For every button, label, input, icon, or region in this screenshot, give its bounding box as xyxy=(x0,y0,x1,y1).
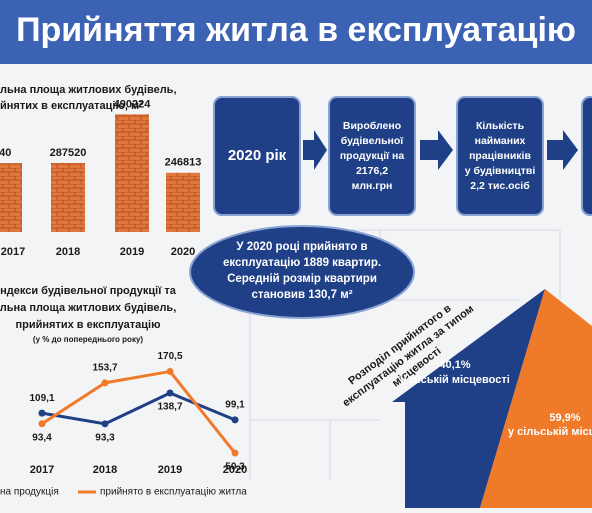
bar xyxy=(166,172,200,232)
flow-box xyxy=(581,96,592,216)
value-label: 59,9% xyxy=(549,412,580,424)
value-label: 170,5 xyxy=(157,351,182,362)
title-band xyxy=(0,0,592,64)
flow-text: 2,2 тис.осіб xyxy=(470,180,530,192)
x-tick-label: 2017 xyxy=(1,246,25,258)
chart-subtitle: (у % до попереднього року) xyxy=(33,335,143,344)
value-label: 109,1 xyxy=(29,393,54,404)
x-tick-label: 2019 xyxy=(158,464,182,476)
flow-text: будівельної xyxy=(341,135,405,147)
category-label: у сільській місце xyxy=(508,426,592,438)
page-title: Прийняття житла в експлуатацію xyxy=(16,11,576,49)
summary-text: У 2020 році прийнято в xyxy=(236,241,367,253)
flow-text: 2020 рік xyxy=(228,147,287,164)
point xyxy=(166,367,174,375)
flow-text: Вироблено xyxy=(343,120,401,132)
bar xyxy=(51,162,85,232)
value-label: 99,1 xyxy=(225,400,245,411)
point xyxy=(38,420,46,428)
bar xyxy=(0,163,22,232)
value-label: 153,7 xyxy=(92,362,117,373)
legend-label: прийнято в експлуатацію житла xyxy=(100,487,247,498)
x-tick-label: 2020 xyxy=(223,464,247,476)
x-tick-label: 2018 xyxy=(56,246,80,258)
legend-label: на продукція xyxy=(0,487,59,498)
x-tick-label: 2020 xyxy=(171,246,195,258)
value-label: 287520 xyxy=(50,147,87,159)
arrow xyxy=(303,130,327,170)
point xyxy=(231,416,239,424)
value-label: 287040 xyxy=(0,147,11,159)
flow-text: працівників xyxy=(469,150,531,162)
flow-text: у будівництві xyxy=(465,165,536,177)
flow-text: найманих xyxy=(475,135,526,147)
x-tick-label: 2017 xyxy=(30,464,54,476)
flow-box xyxy=(328,96,416,216)
chart-title: льна площа житлових будівель, xyxy=(0,302,176,314)
bar xyxy=(115,114,149,232)
flow-text: 2176,2 xyxy=(356,165,388,177)
point xyxy=(101,420,109,428)
flow xyxy=(213,96,592,216)
summary-text: Середній розмір квартири xyxy=(227,273,377,285)
flow-text: продукції на xyxy=(340,150,405,162)
chart-title: прийнятих в експлуатацію xyxy=(16,319,161,331)
flow-box xyxy=(213,96,301,216)
value-label: 40,1% xyxy=(439,359,470,371)
arrow xyxy=(547,130,578,170)
flow-text: Кількість xyxy=(476,120,525,132)
series-line xyxy=(41,391,236,426)
chart-title: йнятих в експлуатацію, м² xyxy=(0,100,143,112)
point xyxy=(231,449,239,457)
point xyxy=(38,409,46,417)
summary-text: становив 130,7 м² xyxy=(251,289,352,301)
chart-title: ндекси будівельної продукції та xyxy=(0,285,177,297)
chart-title: льна площа житлових будівель, xyxy=(0,84,177,96)
summary-ellipse xyxy=(189,225,415,319)
value-label: 93,3 xyxy=(95,432,115,443)
pie-slice xyxy=(479,289,592,508)
pie-slice xyxy=(392,289,545,508)
value-label: 246813 xyxy=(165,157,202,169)
flow-text: млн.грн xyxy=(352,180,393,192)
point xyxy=(166,389,174,397)
category-label: у міській місцевості xyxy=(400,374,510,386)
x-tick-label: 2019 xyxy=(120,246,144,258)
value-label: 93,4 xyxy=(32,432,52,443)
point xyxy=(101,379,109,387)
value-label: 490224 xyxy=(114,98,152,110)
arrow xyxy=(420,130,453,170)
value-label: 50,3 xyxy=(225,462,245,473)
x-tick-label: 2018 xyxy=(93,464,117,476)
summary-text: експлуатацію 1889 квартир. xyxy=(223,257,381,269)
flow-box xyxy=(456,96,544,216)
series-line xyxy=(41,369,237,454)
value-label: 138,7 xyxy=(157,402,182,413)
